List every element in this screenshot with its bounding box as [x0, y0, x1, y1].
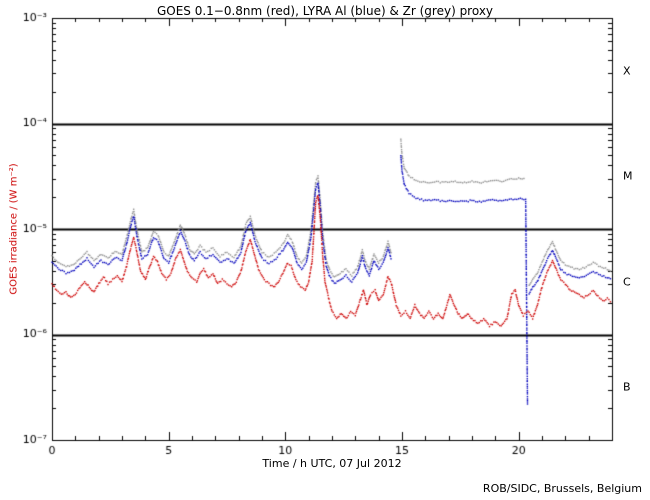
- flare-class-label-c: C: [623, 275, 631, 289]
- y-axis-label: GOES irradiance / (W m⁻²): [8, 163, 20, 295]
- chart-title: GOES 0.1−0.8nm (red), LYRA Al (blue) & Z…: [156, 4, 494, 18]
- flare-class-label-x: X: [623, 64, 631, 78]
- flare-class-label-m: M: [623, 169, 633, 183]
- x-axis-label: Time / h UTC, 07 Jul 2012: [262, 457, 402, 470]
- flare-class-label-b: B: [623, 380, 631, 394]
- credit-text: ROB/SIDC, Brussels, Belgium: [482, 482, 642, 495]
